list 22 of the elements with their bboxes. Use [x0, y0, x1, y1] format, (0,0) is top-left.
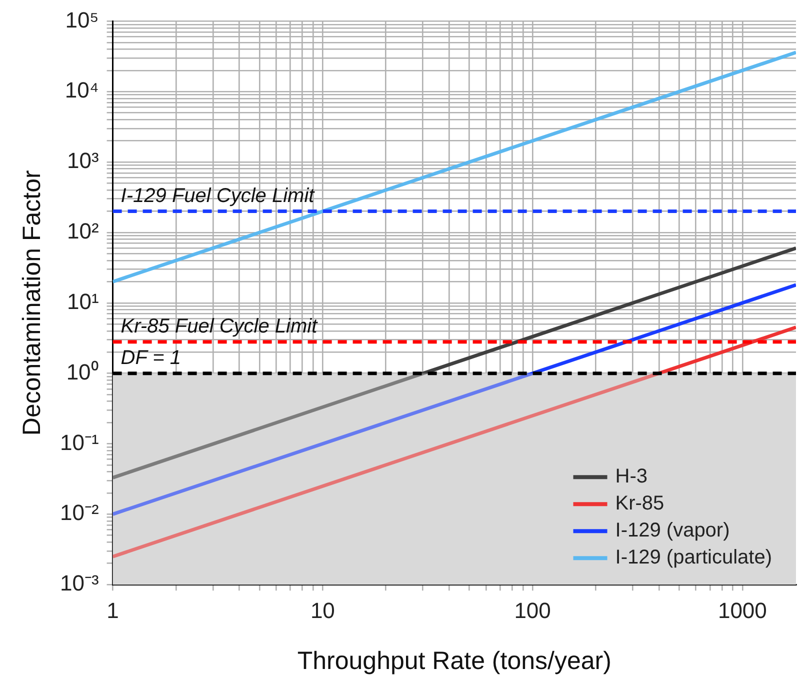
legend-label: Kr-85 — [615, 492, 664, 515]
y-tick-label: 10³ — [67, 148, 99, 174]
x-axis-title: Throughput Rate (tons/year) — [297, 646, 612, 675]
y-tick-label: 10⁻² — [60, 500, 99, 526]
y-tick-label: 10² — [67, 218, 99, 244]
ref-line-label: DF = 1 — [120, 346, 182, 369]
ref-line-label: Kr-85 Fuel Cycle Limit — [120, 315, 319, 338]
y-tick-label: 10⁰ — [66, 359, 99, 384]
x-tick-label: 1000 — [718, 598, 767, 623]
y-tick-label: 10¹ — [67, 288, 99, 314]
ref-line-label: I-129 Fuel Cycle Limit — [120, 184, 316, 207]
x-tick-label: 100 — [514, 598, 551, 623]
legend-label: I-129 (vapor) — [615, 520, 730, 542]
legend-label: I-129 (particulate) — [615, 546, 772, 569]
y-tick-label: 10⁴ — [64, 78, 99, 103]
legend-label: H-3 — [615, 466, 648, 488]
y-tick-label: 10⁻³ — [60, 570, 99, 596]
y-tick-label: 10⁵ — [65, 7, 99, 32]
x-tick-label: 1 — [106, 598, 119, 623]
y-tick-label: 10⁻¹ — [60, 430, 99, 455]
x-tick-label: 10 — [310, 598, 335, 623]
y-axis-title: Decontamination Factor — [18, 170, 46, 436]
